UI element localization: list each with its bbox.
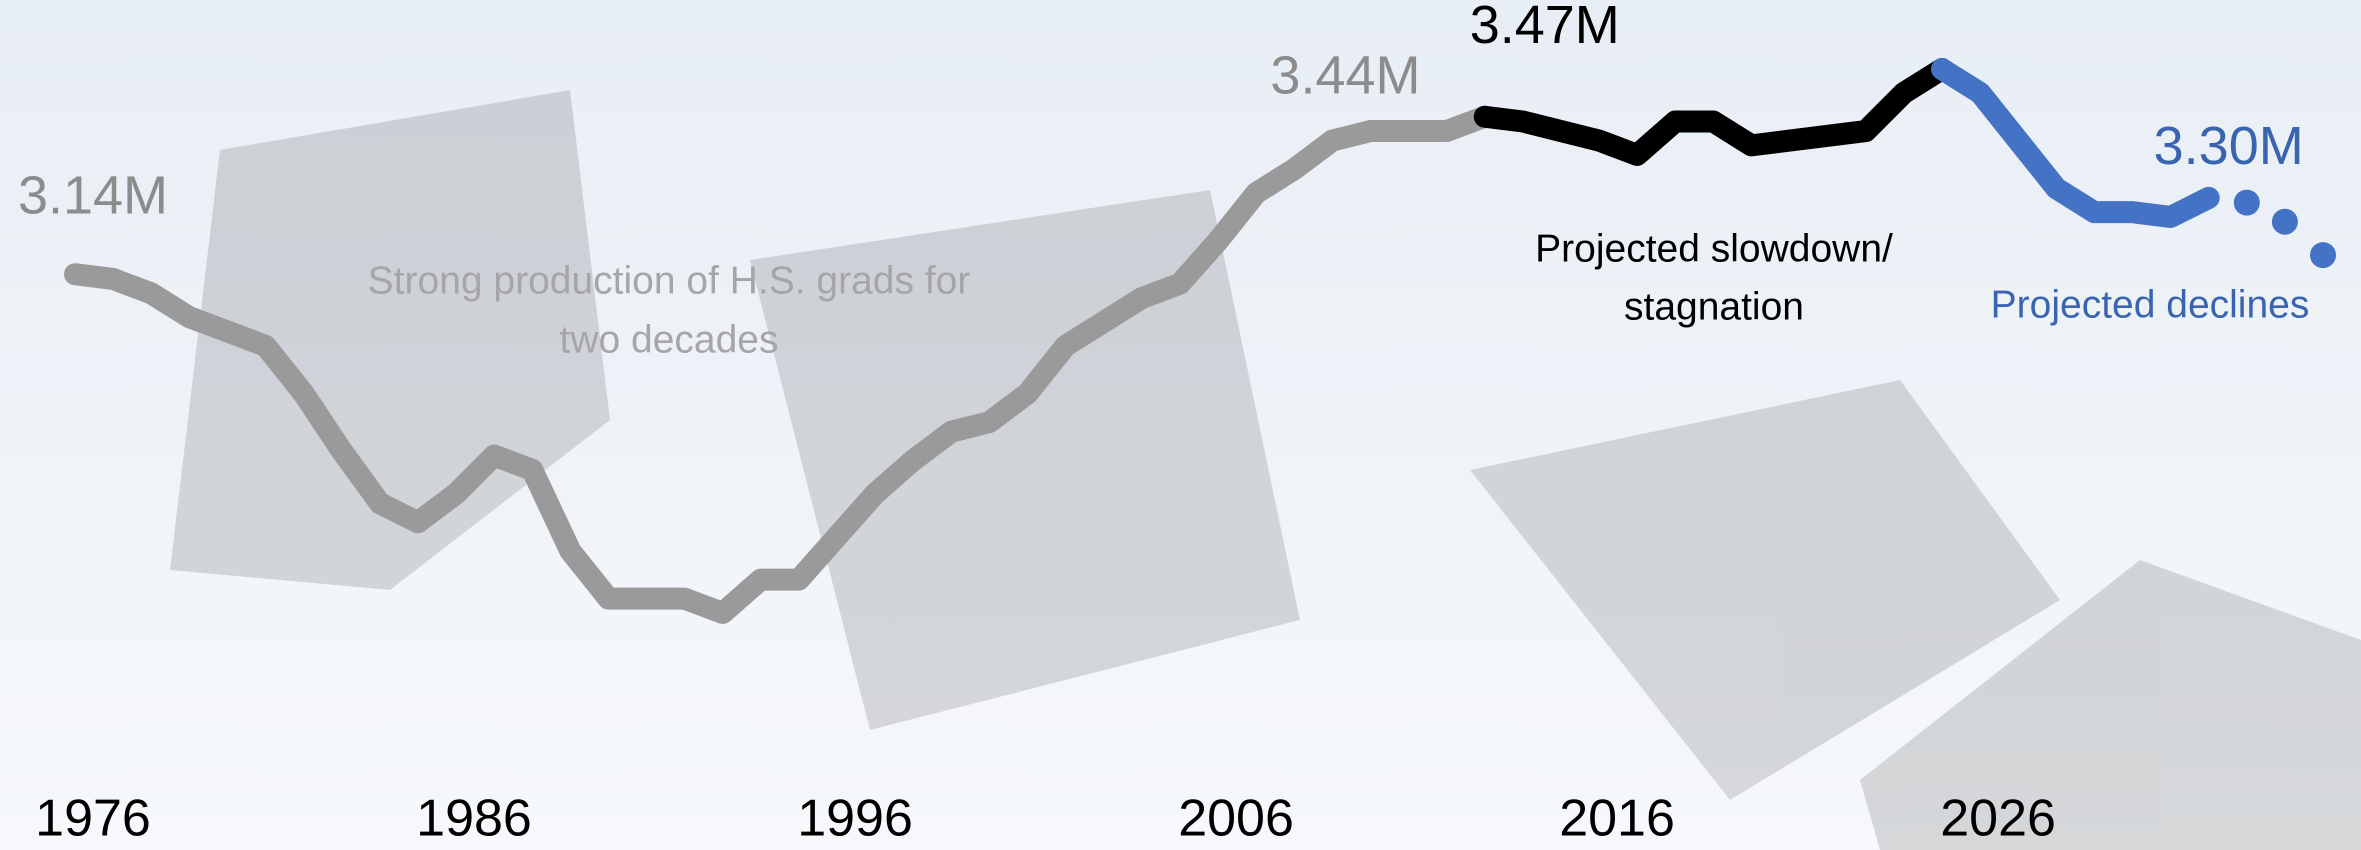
- value-label: 3.44M: [1270, 45, 1420, 105]
- x-tick-label: 1996: [797, 790, 913, 848]
- x-tick-label: 2006: [1178, 790, 1294, 848]
- annotation: Projected slowdown/: [1535, 227, 1893, 270]
- x-tick-label: 2016: [1559, 790, 1675, 848]
- x-tick-label: 1976: [35, 790, 151, 848]
- annotation: stagnation: [1624, 285, 1804, 328]
- dot: [2310, 242, 2336, 268]
- annotation: Projected declines: [1991, 283, 2310, 326]
- annotation: two decades: [560, 318, 779, 361]
- x-tick-label: 2026: [1940, 790, 2056, 848]
- value-label: 3.30M: [2154, 116, 2304, 176]
- page: 1976 1986 1996 2006 2016 2026 Strong productio…: [0, 0, 2361, 850]
- dot: [2234, 190, 2260, 216]
- value-label: 3.47M: [1470, 0, 1620, 55]
- annotation: Strong production of H.S. grads for: [368, 259, 971, 302]
- dot: [2272, 209, 2298, 235]
- value-label: 3.14M: [18, 165, 168, 225]
- x-tick-label: 1986: [416, 790, 532, 848]
- chart: 1976 1986 1996 2006 2016 2026 Strong productio…: [0, 0, 2361, 850]
